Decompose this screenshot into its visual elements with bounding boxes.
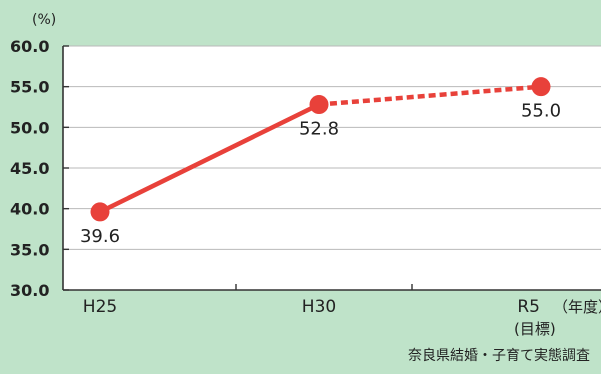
data-label-H25: 39.6 — [80, 226, 120, 247]
x-axis-suffix: （年度） — [553, 298, 601, 316]
data-point-R5 — [531, 77, 551, 97]
y-tick-label-4: 50.0 — [10, 118, 49, 137]
source-note: 奈良県結婚・子育て実態調査 — [408, 348, 590, 364]
data-point-H25 — [90, 202, 110, 222]
series-line — [90, 77, 551, 222]
data-label-H30: 52.8 — [299, 119, 339, 140]
y-tick-label-6: 60.0 — [10, 37, 49, 56]
y-unit-label: (%) — [32, 12, 56, 28]
gridlines — [63, 45, 601, 250]
x-tick-label-H25: H25 — [83, 297, 117, 317]
x-tick-label-R5: R5 — [517, 297, 540, 317]
y-tick-label-5: 55.0 — [10, 78, 49, 97]
x-tick-label-H30: H30 — [302, 297, 336, 317]
x-tick-labels: H25 H30 R5 — [83, 284, 540, 317]
data-labels: 39.6 52.8 55.0 — [80, 101, 561, 247]
y-tick-labels: 30.0 35.0 40.0 45.0 50.0 55.0 60.0 — [10, 37, 69, 300]
y-tick-label-1: 35.0 — [10, 240, 49, 259]
target-note: (目標) — [514, 320, 556, 338]
y-tick-label-0: 30.0 — [10, 281, 49, 300]
data-label-R5: 55.0 — [521, 101, 561, 122]
data-point-H30 — [309, 95, 329, 115]
series-segment-0 — [99, 102, 320, 214]
y-tick-label-2: 40.0 — [10, 200, 49, 219]
series-segment-1 — [318, 84, 542, 107]
y-tick-label-3: 45.0 — [10, 159, 49, 178]
